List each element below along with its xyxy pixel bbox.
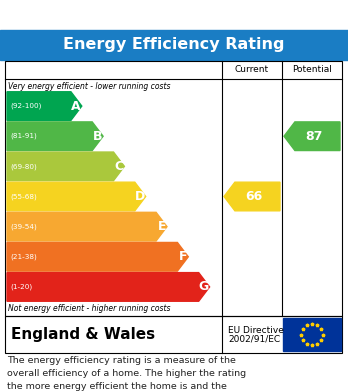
Polygon shape xyxy=(7,242,188,271)
Text: Energy Efficiency Rating: Energy Efficiency Rating xyxy=(63,38,285,52)
Text: 66: 66 xyxy=(245,190,263,203)
Text: England & Wales: England & Wales xyxy=(11,327,155,342)
Bar xyxy=(283,318,341,351)
Text: The energy efficiency rating is a measure of the
overall efficiency of a home. T: The energy efficiency rating is a measur… xyxy=(7,356,246,391)
Polygon shape xyxy=(7,182,146,211)
Text: C: C xyxy=(114,160,124,173)
Text: (92-100): (92-100) xyxy=(10,103,41,109)
Text: A: A xyxy=(71,100,81,113)
Text: (55-68): (55-68) xyxy=(10,193,37,200)
Polygon shape xyxy=(7,212,167,241)
Text: E: E xyxy=(158,220,166,233)
Text: EU Directive: EU Directive xyxy=(228,326,284,335)
Text: Current: Current xyxy=(235,66,269,75)
Text: (81-91): (81-91) xyxy=(10,133,37,140)
Text: (21-38): (21-38) xyxy=(10,253,37,260)
Text: 2002/91/EC: 2002/91/EC xyxy=(228,335,280,344)
Text: (1-20): (1-20) xyxy=(10,284,32,290)
Polygon shape xyxy=(224,182,280,211)
Text: G: G xyxy=(198,280,208,293)
Text: 87: 87 xyxy=(305,130,323,143)
Text: (69-80): (69-80) xyxy=(10,163,37,170)
Text: B: B xyxy=(93,130,102,143)
Text: F: F xyxy=(179,250,187,263)
Polygon shape xyxy=(7,92,82,120)
Polygon shape xyxy=(7,122,103,151)
Bar xyxy=(0,30,348,60)
Polygon shape xyxy=(7,273,209,301)
Polygon shape xyxy=(7,152,124,181)
Bar xyxy=(5,316,342,353)
Polygon shape xyxy=(284,122,340,151)
Bar xyxy=(5,61,342,316)
Text: Very energy efficient - lower running costs: Very energy efficient - lower running co… xyxy=(8,82,171,91)
Text: D: D xyxy=(134,190,145,203)
Text: Not energy efficient - higher running costs: Not energy efficient - higher running co… xyxy=(8,304,171,313)
Text: Potential: Potential xyxy=(292,66,332,75)
Text: (39-54): (39-54) xyxy=(10,223,37,230)
